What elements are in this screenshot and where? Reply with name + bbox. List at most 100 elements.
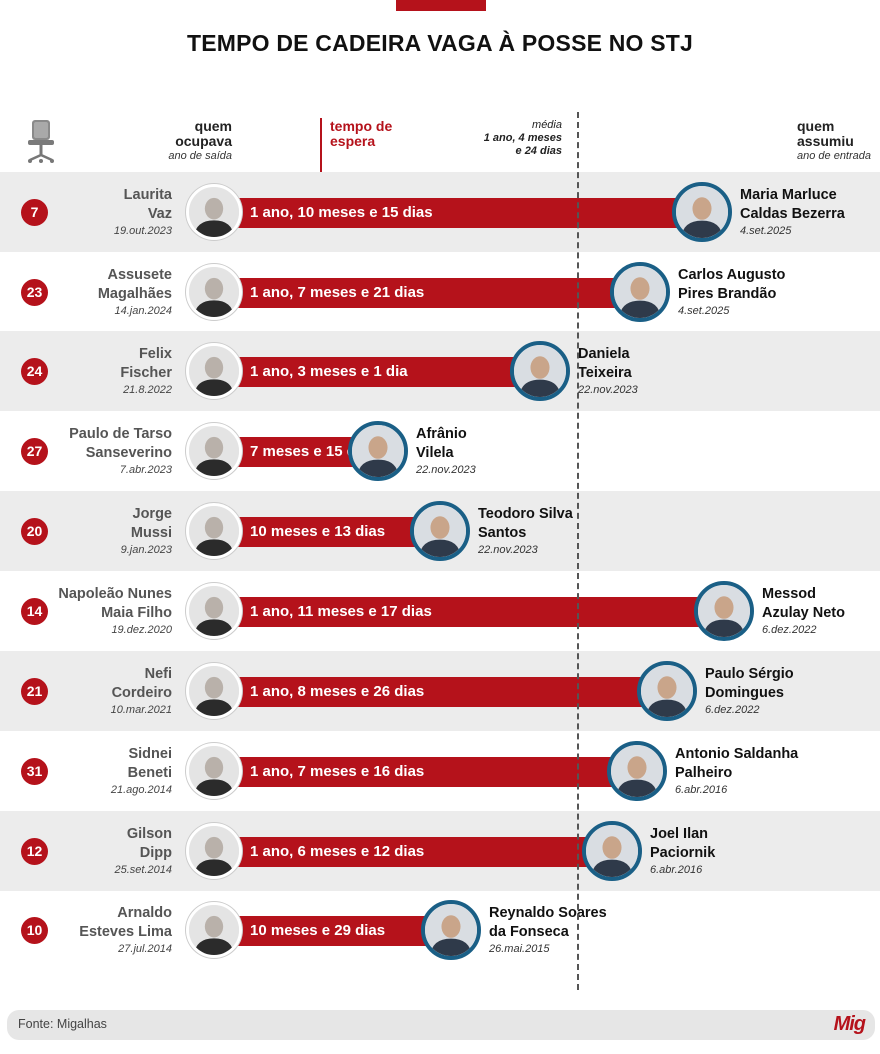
- wait-time-bar: [215, 357, 540, 387]
- seat-number-badge: 14: [21, 598, 48, 625]
- new-minister-name: Reynaldo Soares da Fonseca 26.mai.2015: [489, 904, 607, 957]
- name-line: Napoleão Nunes: [58, 586, 172, 602]
- new-minister-photo: [348, 421, 408, 481]
- wait-time-label: 1 ano, 7 meses e 16 dias: [250, 763, 425, 780]
- name-line: Fischer: [120, 365, 172, 381]
- entry-date: 6.abr.2016: [650, 864, 703, 876]
- new-minister-name: Antonio Saldanha Palheiro 6.abr.2016: [675, 745, 798, 798]
- header-right-sub: ano de entrada: [797, 150, 872, 162]
- average-value-1: 1 ano, 4 meses: [483, 132, 562, 144]
- seat-number-badge: 21: [21, 678, 48, 705]
- new-minister-name: Carlos Augusto Pires Brandão 4.set.2025: [678, 266, 785, 319]
- top-accent-bar: [396, 0, 486, 11]
- name-line: Carlos Augusto: [678, 267, 786, 283]
- previous-minister-name: Nefi Cordeiro 10.mar.2021: [50, 665, 172, 718]
- new-minister-name: Afrânio Vilela 22.nov.2023: [416, 425, 476, 478]
- name-line: da Fonseca: [489, 924, 569, 940]
- previous-minister-name: Arnaldo Esteves Lima 27.jul.2014: [50, 904, 172, 957]
- name-line: Jorge: [132, 506, 173, 522]
- seat-number-badge: 23: [21, 279, 48, 306]
- new-minister-name: Maria Marluce Caldas Bezerra 4.set.2025: [740, 186, 845, 239]
- previous-minister-name: Napoleão Nunes Maia Filho 19.dez.2020: [50, 585, 172, 638]
- exit-date: 14.jan.2024: [114, 305, 173, 317]
- new-minister-photo: [410, 501, 470, 561]
- exit-date: 27.jul.2014: [118, 943, 172, 955]
- chart-row: 12 Gilson Dipp 25.set.2014 1 ano, 6 meses e …: [0, 811, 880, 891]
- wait-time-bar: [215, 597, 724, 627]
- name-line: Maia Filho: [101, 605, 172, 621]
- wait-time-label: 10 meses e 13 dias: [250, 523, 386, 540]
- new-minister-name: Teodoro Silva Santos 22.nov.2023: [478, 505, 573, 558]
- average-line: [577, 112, 579, 990]
- name-line: Daniela: [578, 346, 630, 362]
- name-line: Laurita: [123, 187, 172, 203]
- new-minister-name: Daniela Teixeira 22.nov.2023: [578, 345, 638, 398]
- previous-minister-photo: [186, 743, 242, 799]
- entry-date: 6.dez.2022: [705, 704, 760, 716]
- chart-row: 21 Nefi Cordeiro 10.mar.2021 1 ano, 8 meses …: [0, 651, 880, 731]
- name-line: Sanseverino: [85, 445, 172, 461]
- seat-number-badge: 20: [21, 518, 48, 545]
- name-line: Assusete: [107, 267, 172, 283]
- footer: Fonte: Migalhas Mig: [7, 1010, 875, 1040]
- name-line: Teodoro Silva: [478, 506, 573, 522]
- name-line: Santos: [478, 525, 527, 541]
- wait-time-bar: [215, 757, 637, 787]
- name-line: Antonio Saldanha: [675, 746, 799, 762]
- chart-row: 23 Assusete Magalhães 14.jan.2024 1 ano, 7 m…: [0, 252, 880, 332]
- entry-date: 22.nov.2023: [478, 544, 538, 556]
- name-line: Dipp: [139, 845, 172, 861]
- new-minister-photo: [694, 581, 754, 641]
- migalhas-logo: Mig: [833, 1013, 866, 1035]
- previous-minister-photo: [186, 423, 242, 479]
- header-left-sub: ano de saída: [168, 150, 232, 162]
- name-line: Paulo de Tarso: [69, 426, 172, 442]
- name-line: Joel Ilan: [650, 826, 709, 842]
- name-line: Afrânio: [416, 426, 467, 442]
- name-line: Nefi: [144, 666, 172, 682]
- entry-date: 4.set.2025: [740, 225, 792, 237]
- exit-date: 19.dez.2020: [111, 624, 172, 636]
- previous-minister-photo: [186, 902, 242, 958]
- previous-minister-photo: [186, 184, 242, 240]
- wait-time-bar: [215, 517, 440, 547]
- previous-minister-name: Felix Fischer 21.8.2022: [50, 345, 172, 398]
- name-line: Paciornik: [650, 845, 716, 861]
- office-chair-icon: [28, 120, 54, 163]
- exit-date: 21.8.2022: [123, 384, 172, 396]
- name-line: Azulay Neto: [762, 605, 845, 621]
- previous-minister-name: Gilson Dipp 25.set.2014: [50, 825, 173, 878]
- previous-minister-photo: [186, 663, 242, 719]
- wait-time-label: 1 ano, 8 meses e 26 dias: [250, 683, 425, 700]
- exit-date: 7.abr.2023: [119, 464, 172, 476]
- new-minister-photo: [421, 900, 481, 960]
- name-line: Cordeiro: [111, 685, 172, 701]
- wait-time-label: 7 meses e 15 dias: [250, 443, 377, 460]
- new-minister-name: Joel Ilan Paciornik 6.abr.2016: [650, 825, 715, 878]
- previous-minister-name: Sidnei Beneti 21.ago.2014: [50, 745, 172, 798]
- header-left: quem ocupava ano de saída: [150, 119, 232, 164]
- new-minister-photo: [510, 341, 570, 401]
- previous-minister-photo: [186, 503, 242, 559]
- name-line: Vilela: [416, 445, 454, 461]
- name-line: Magalhães: [97, 286, 172, 302]
- name-line: Messod: [762, 586, 816, 602]
- wait-time-label: 1 ano, 3 meses e 1 dia: [250, 363, 408, 380]
- seat-number-badge: 12: [21, 838, 48, 865]
- name-line: Felix: [138, 346, 172, 362]
- exit-date: 25.set.2014: [114, 864, 173, 876]
- seat-number-badge: 27: [21, 438, 48, 465]
- previous-minister-name: Assusete Magalhães 14.jan.2024: [50, 266, 172, 319]
- name-line: Teixeira: [578, 365, 632, 381]
- new-minister-name: Messod Azulay Neto 6.dez.2022: [762, 585, 845, 638]
- name-line: Paulo Sérgio: [705, 666, 794, 682]
- header-right: quem assumiu ano de entrada: [797, 119, 877, 164]
- entry-date: 22.nov.2023: [578, 384, 638, 396]
- seat-number-badge: 10: [21, 917, 48, 944]
- wait-time-bar: [215, 837, 612, 867]
- header-right-title: quem assumiu: [797, 118, 854, 149]
- previous-minister-name: Laurita Vaz 19.out.2023: [50, 186, 172, 239]
- new-minister-photo: [610, 262, 670, 322]
- chart-row: 10 Arnaldo Esteves Lima 27.jul.2014 10 meses…: [0, 890, 880, 970]
- wait-time-label: 1 ano, 6 meses e 12 dias: [250, 843, 425, 860]
